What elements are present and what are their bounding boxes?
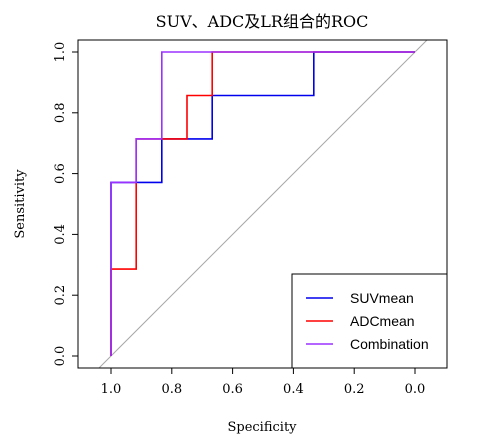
plot-frame <box>77 39 448 369</box>
legend-label: Combination <box>350 336 429 352</box>
y-tick-label: 0.8 <box>53 102 68 123</box>
x-tick-label: 0.8 <box>161 382 182 397</box>
y-tick-label: 0.4 <box>53 224 68 245</box>
series-layer <box>110 51 415 356</box>
x-tick-label: 0.6 <box>222 382 243 397</box>
x-axis: 1.0 0.8 0.6 0.4 0.2 0.0 <box>101 368 426 397</box>
series-line-combination <box>110 51 415 356</box>
y-tick-label: 1.0 <box>53 42 68 63</box>
reference-diagonal-line <box>98 40 428 368</box>
x-axis-label: Specificity <box>227 420 297 435</box>
x-tick-label: 0.2 <box>344 382 365 397</box>
y-tick-label: 0.6 <box>53 163 68 184</box>
legend-label: SUVmean <box>350 290 414 306</box>
y-tick-label: 0.0 <box>53 346 68 367</box>
series-line-adcmean <box>110 51 415 356</box>
reference-line-layer <box>98 40 428 368</box>
legend: SUVmean ADCmean Combination <box>291 273 448 369</box>
legend-label: ADCmean <box>350 313 415 329</box>
y-tick-label: 0.2 <box>53 285 68 306</box>
x-tick-label: 0.0 <box>405 382 426 397</box>
chart-title: SUV、ADC及LR组合的ROC <box>156 12 369 31</box>
y-axis-label: Sensitivity <box>13 169 28 239</box>
y-axis: 0.0 0.2 0.4 0.6 0.8 1.0 <box>53 42 78 367</box>
x-tick-label: 1.0 <box>101 382 122 397</box>
x-tick-label: 0.4 <box>283 382 304 397</box>
